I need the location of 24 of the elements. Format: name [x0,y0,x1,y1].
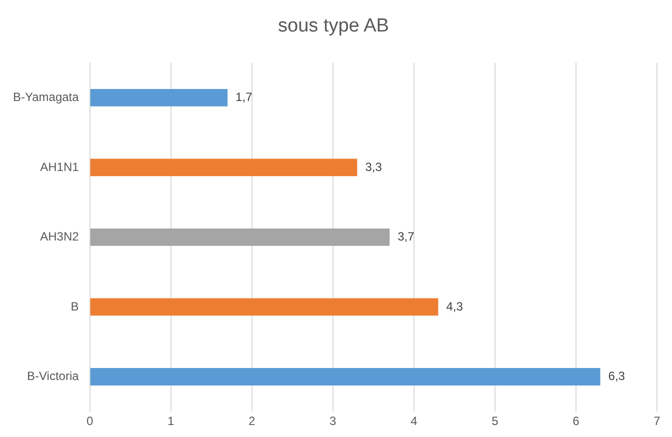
bar [90,228,390,246]
x-tick-label: 0 [86,414,94,428]
bar [90,298,438,316]
y-tick-label: AH3N2 [40,230,80,244]
bar [90,88,228,106]
y-tick-label: AH1N1 [40,160,80,174]
x-tick-label: 1 [167,414,174,428]
data-label: 3,7 [398,230,415,244]
x-tick-label: 2 [248,414,256,428]
y-tick-label: B [70,299,79,314]
chart-title: sous type AB [278,16,389,37]
data-label: 1,7 [236,90,253,104]
bar [90,158,358,176]
x-tick-label: 5 [492,414,499,428]
data-label: 3,3 [365,160,382,174]
x-tick-label: 6 [572,414,580,428]
x-tick-label: 4 [410,414,418,428]
y-tick-label: B-Victoria [27,369,80,384]
data-label: 4,3 [446,299,464,314]
y-tick-label: B-Yamagata [13,90,80,104]
bar [90,368,600,386]
x-tick-label: 3 [330,414,337,428]
x-tick-label: 7 [654,414,661,428]
data-label: 6,3 [608,369,626,384]
